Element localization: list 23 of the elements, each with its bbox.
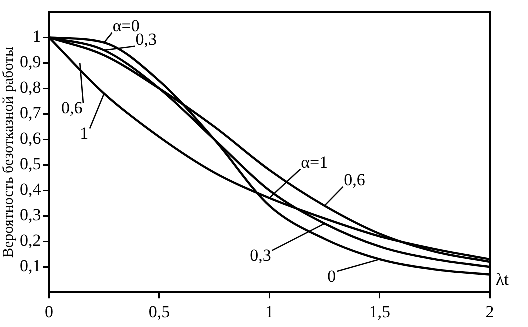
y-tick-label: 0,1 <box>20 256 42 276</box>
x-tick-label: 0,5 <box>148 302 170 322</box>
y-axis-title: Вероятность безотказной работы <box>0 46 17 258</box>
x-tick-label: 0 <box>45 302 54 322</box>
x-axis-title: λt <box>496 270 510 290</box>
annotation: 0,6 <box>61 98 83 118</box>
annotation: 1 <box>80 124 89 144</box>
y-tick-label: 0,5 <box>20 154 42 174</box>
y-tick-label: 1 <box>32 27 42 46</box>
annotation: 0,6 <box>344 170 366 190</box>
y-tick-label: 0,2 <box>20 231 42 250</box>
x-tick-label: 1 <box>265 302 274 322</box>
annotation: 0 <box>328 266 336 286</box>
y-tick-label: 0,7 <box>20 104 42 123</box>
y-tick-label: 0,8 <box>20 78 42 98</box>
x-tick-label: 2 <box>486 302 494 322</box>
y-tick-label: 0,3 <box>20 206 42 225</box>
y-tick-label: 0,6 <box>20 129 42 148</box>
x-tick-label: 1,5 <box>369 302 390 322</box>
y-tick-label: 0,9 <box>20 52 42 72</box>
annotation: 0,3 <box>250 246 272 266</box>
annotation: α=1 <box>301 152 328 172</box>
y-tick-label: 0,4 <box>20 180 42 200</box>
